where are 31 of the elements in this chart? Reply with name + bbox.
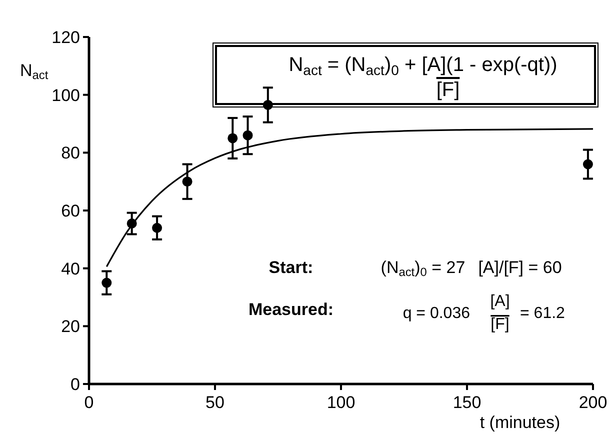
y-tick-label: 80 bbox=[61, 144, 80, 163]
point bbox=[182, 176, 192, 187]
annotation: [A]/[F] = 60 bbox=[478, 258, 562, 277]
annotation: (N$_{act}$)$_{0}$ = 27 bbox=[380, 258, 466, 279]
x-tick-label: 0 bbox=[84, 393, 94, 412]
annotation: = 61.2 bbox=[520, 305, 566, 322]
x-tick-label: 100 bbox=[326, 393, 356, 412]
x-tick-label: 200 bbox=[578, 393, 608, 412]
annotation: Start: bbox=[268, 258, 314, 277]
annotation: Measured: bbox=[248, 300, 334, 319]
annotation: [A] bbox=[490, 293, 510, 310]
y-tick-label: 60 bbox=[61, 202, 80, 220]
point bbox=[262, 100, 273, 110]
point bbox=[242, 130, 253, 140]
y-tick-label: 100 bbox=[52, 86, 80, 105]
y-tick-label: 120 bbox=[52, 28, 80, 47]
annotation: q = 0.036 bbox=[402, 305, 470, 322]
point bbox=[102, 278, 112, 288]
y-tick-label: 0 bbox=[70, 375, 80, 394]
y-tick-label: 40 bbox=[61, 259, 80, 278]
y-axis-title: N$_{act}$ bbox=[20, 61, 49, 82]
point bbox=[582, 159, 593, 170]
point bbox=[152, 222, 162, 233]
annotation: [F] bbox=[436, 79, 460, 101]
x-tick-label: 50 bbox=[206, 393, 224, 412]
y-tick-label: 20 bbox=[61, 317, 80, 336]
point bbox=[228, 133, 238, 144]
x-axis-title: t (minutes) bbox=[480, 413, 560, 432]
annotation: [F] bbox=[490, 316, 510, 333]
x-tick-label: 150 bbox=[452, 393, 482, 412]
annotation: N$_{act}$ = (N$_{act}$)$_{0}$ + [A](1 - exp(-qt)) bbox=[288, 54, 558, 78]
